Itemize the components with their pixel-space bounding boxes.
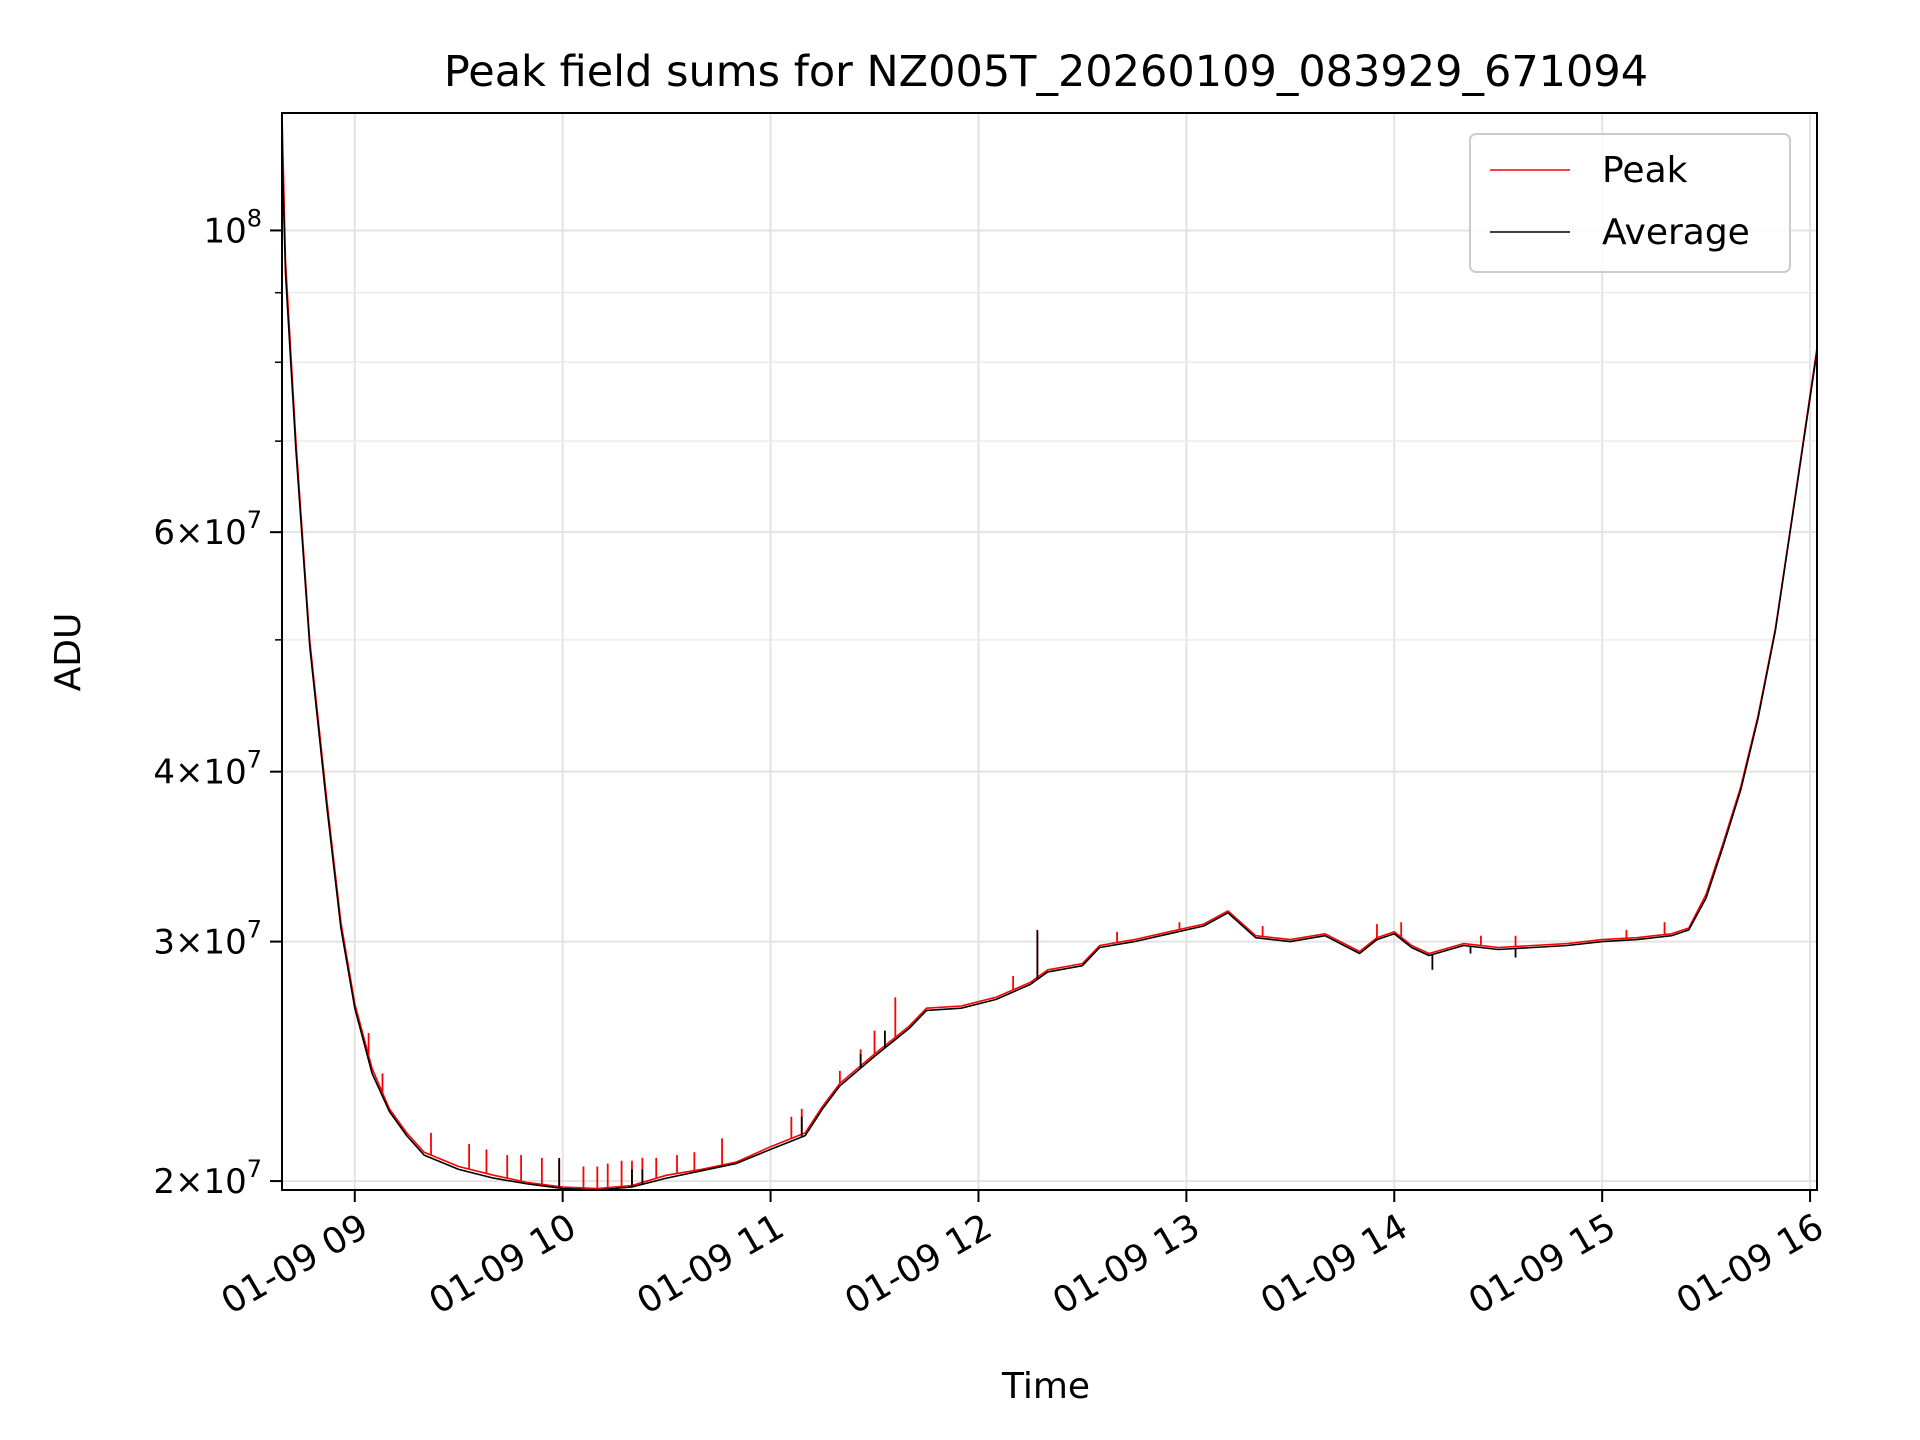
y-tick-label: 2×107	[153, 1155, 262, 1202]
x-axis-label: Time	[1001, 1366, 1090, 1407]
x-tick-label: 01-09 12	[838, 1206, 999, 1322]
y-axis-label: ADU	[48, 613, 89, 692]
y-tick-label: 6×107	[153, 506, 262, 553]
x-tick-label: 01-09 09	[215, 1206, 376, 1322]
legend-item-peak: Peak	[1490, 150, 1688, 191]
y-tick-mantissa: 3×10	[153, 923, 246, 963]
y-tick-label: 3×107	[153, 916, 262, 963]
legend-label-average: Average	[1602, 212, 1750, 253]
x-tick-label: 01-09 11	[630, 1206, 791, 1322]
y-tick-exponent: 7	[247, 506, 262, 534]
x-tick-label: 01-09 10	[422, 1206, 583, 1322]
chart-title: Peak field sums for NZ005T_20260109_0839…	[444, 47, 1648, 97]
legend-box	[1469, 133, 1791, 273]
series-lines	[281, 112, 1818, 1191]
legend: Peak Average	[1469, 133, 1791, 273]
legend-label-peak: Peak	[1602, 150, 1688, 191]
plot-frame	[281, 112, 1818, 1191]
y-tick-mantissa: 2×10	[153, 1162, 246, 1202]
y-tick-mantissa: 6×10	[153, 513, 246, 553]
y-tick-exponent: 7	[247, 746, 262, 774]
x-tick-label: 01-09 14	[1254, 1206, 1415, 1322]
grid-lines	[282, 113, 1817, 1190]
y-tick-mantissa: 10	[203, 211, 246, 251]
y-tick-exponent: 7	[247, 916, 262, 944]
series-line-peak	[281, 112, 1818, 1190]
y-tick-label: 4×107	[153, 746, 262, 793]
y-tick-mantissa: 4×10	[153, 753, 246, 793]
x-tick-label: 01-09 13	[1046, 1206, 1207, 1322]
y-tick-exponent: 7	[247, 1155, 262, 1183]
legend-item-average: Average	[1490, 212, 1750, 253]
axis-ticks: 01-09 09 01-09 10 01-09 11 01-09 12 01-09 13…	[153, 204, 1830, 1322]
x-tick-label: 01-09 15	[1462, 1206, 1623, 1322]
series-line-average	[281, 147, 1818, 1191]
y-tick-exponent: 8	[247, 204, 262, 232]
x-tick-label: 01-09 16	[1670, 1206, 1831, 1322]
y-tick-label: 108	[203, 204, 262, 251]
